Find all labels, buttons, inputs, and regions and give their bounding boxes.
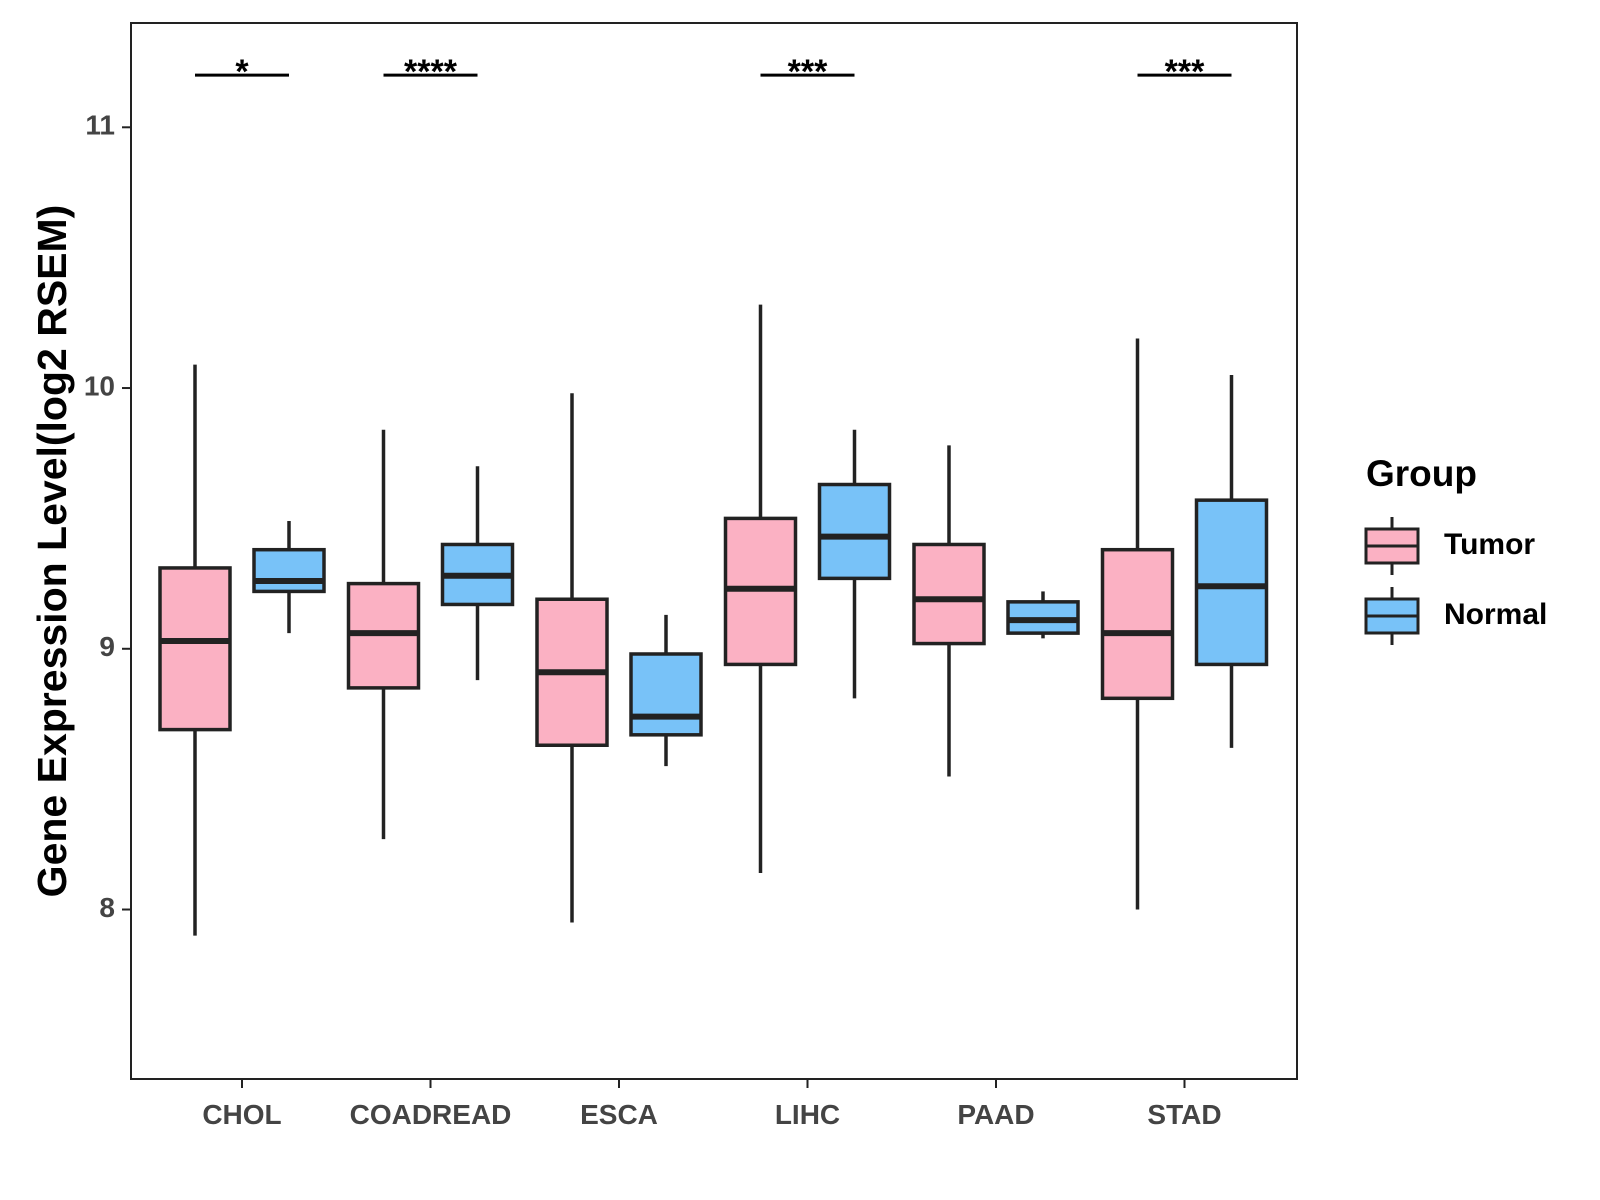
- box-normal-lihc: [817, 429, 892, 699]
- box-tumor-chol: [158, 364, 232, 936]
- x-tick-label-esca: ESCA: [580, 1099, 658, 1130]
- box-tumor-stad-iqr: [1100, 547, 1175, 701]
- box-normal-coadread: [440, 466, 515, 681]
- box-normal-lihc-iqr: [817, 482, 892, 581]
- y-tick-label-10: 10: [84, 370, 115, 401]
- sig-chol-label: *: [235, 53, 249, 91]
- legend-title: Group: [1366, 453, 1477, 494]
- legend-normal-label: Normal: [1444, 598, 1547, 631]
- plot-panel-border: [130, 22, 1298, 1080]
- box-tumor-chol-iqr: [158, 566, 232, 732]
- x-tick-label-paad: PAAD: [957, 1099, 1034, 1130]
- marks-layer: [158, 304, 1269, 936]
- legend: Group Tumor Normal: [1364, 453, 1547, 645]
- significance-layer: * **** *** ***: [195, 53, 1232, 91]
- box-normal-chol: [252, 521, 326, 634]
- box-normal-stad-iqr: [1194, 498, 1269, 667]
- y-tick-label-11: 11: [85, 110, 115, 141]
- box-normal-stad: [1194, 375, 1269, 748]
- sig-lihc-label: ***: [788, 53, 828, 91]
- box-normal-chol-iqr: [252, 547, 326, 594]
- axes-layer: 8 9 10 11 CHOL COADREAD ESCA LIHC PAAD STAD: [84, 110, 1222, 1130]
- box-normal-esca: [629, 614, 703, 767]
- legend-tumor-label: Tumor: [1444, 528, 1535, 561]
- y-tick-label-8: 8: [99, 892, 115, 923]
- x-tick-label-lihc: LIHC: [775, 1099, 840, 1130]
- box-tumor-lihc: [723, 304, 798, 874]
- sig-stad-label: ***: [1165, 53, 1205, 91]
- legend-tumor-key: [1364, 517, 1420, 575]
- sig-coadread-label: ****: [404, 53, 458, 91]
- box-tumor-stad: [1100, 338, 1175, 910]
- box-tumor-coadread: [346, 429, 421, 840]
- x-tick-label-stad: STAD: [1147, 1099, 1221, 1130]
- x-tick-label-coadread: COADREAD: [350, 1099, 512, 1130]
- y-tick-label-9: 9: [99, 631, 115, 662]
- box-normal-paad: [1006, 591, 1080, 639]
- box-tumor-esca: [535, 393, 609, 923]
- box-tumor-paad-iqr: [912, 542, 986, 646]
- legend-normal-key: [1364, 587, 1420, 645]
- box-tumor-paad: [912, 445, 986, 777]
- x-tick-label-chol: CHOL: [202, 1099, 281, 1130]
- box-normal-esca-iqr: [629, 652, 703, 737]
- y-axis-title: Gene Expression Level(log2 RSEM): [29, 205, 75, 898]
